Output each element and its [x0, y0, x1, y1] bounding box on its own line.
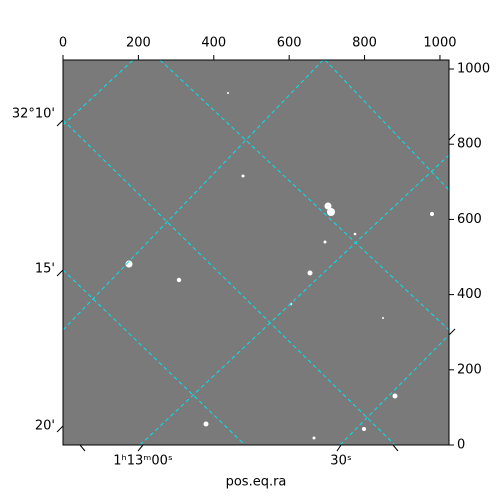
- ra-tick-label: 30ˢ: [330, 454, 352, 469]
- y-tick-label: 400: [457, 287, 482, 302]
- x-tick-label: 200: [126, 36, 151, 51]
- ra-ticks: 1ʰ13ᵐ00ˢ 30ˢ: [79, 444, 399, 469]
- y-tick-label: 800: [457, 137, 482, 152]
- y-tick-label: 0: [457, 438, 465, 453]
- y-tick-label: 1000: [457, 62, 490, 77]
- x-tick-label: 800: [352, 36, 377, 51]
- coordinate-grid: [63, 60, 449, 445]
- y-tick-label: 200: [457, 362, 482, 377]
- stars: [125, 92, 434, 440]
- image: [63, 60, 449, 445]
- dec-tick-label: 15': [35, 262, 55, 277]
- y-tick-label: 600: [457, 212, 482, 227]
- x-tick-label: 0: [59, 36, 67, 51]
- x-tick-label: 400: [201, 36, 226, 51]
- grid-line: [63, 60, 134, 126]
- grid-line: [139, 154, 449, 445]
- x-axis-label: pos.eq.ra: [226, 475, 287, 490]
- x-tick-label: 600: [277, 36, 302, 51]
- dec-tick-label: 32°10': [12, 107, 55, 122]
- dec-tick-label: 20': [35, 419, 55, 434]
- grid-line: [63, 119, 396, 445]
- dec-ticks: 32°10' 15' 20': [12, 107, 456, 434]
- grid-line: [339, 334, 449, 445]
- frame: [62, 59, 450, 446]
- grid-line: [324, 60, 449, 191]
- grid-line: [159, 60, 449, 331]
- x-tick-label: 1000: [423, 36, 456, 51]
- ra-tick-label: 1ʰ13ᵐ00ˢ: [113, 454, 173, 469]
